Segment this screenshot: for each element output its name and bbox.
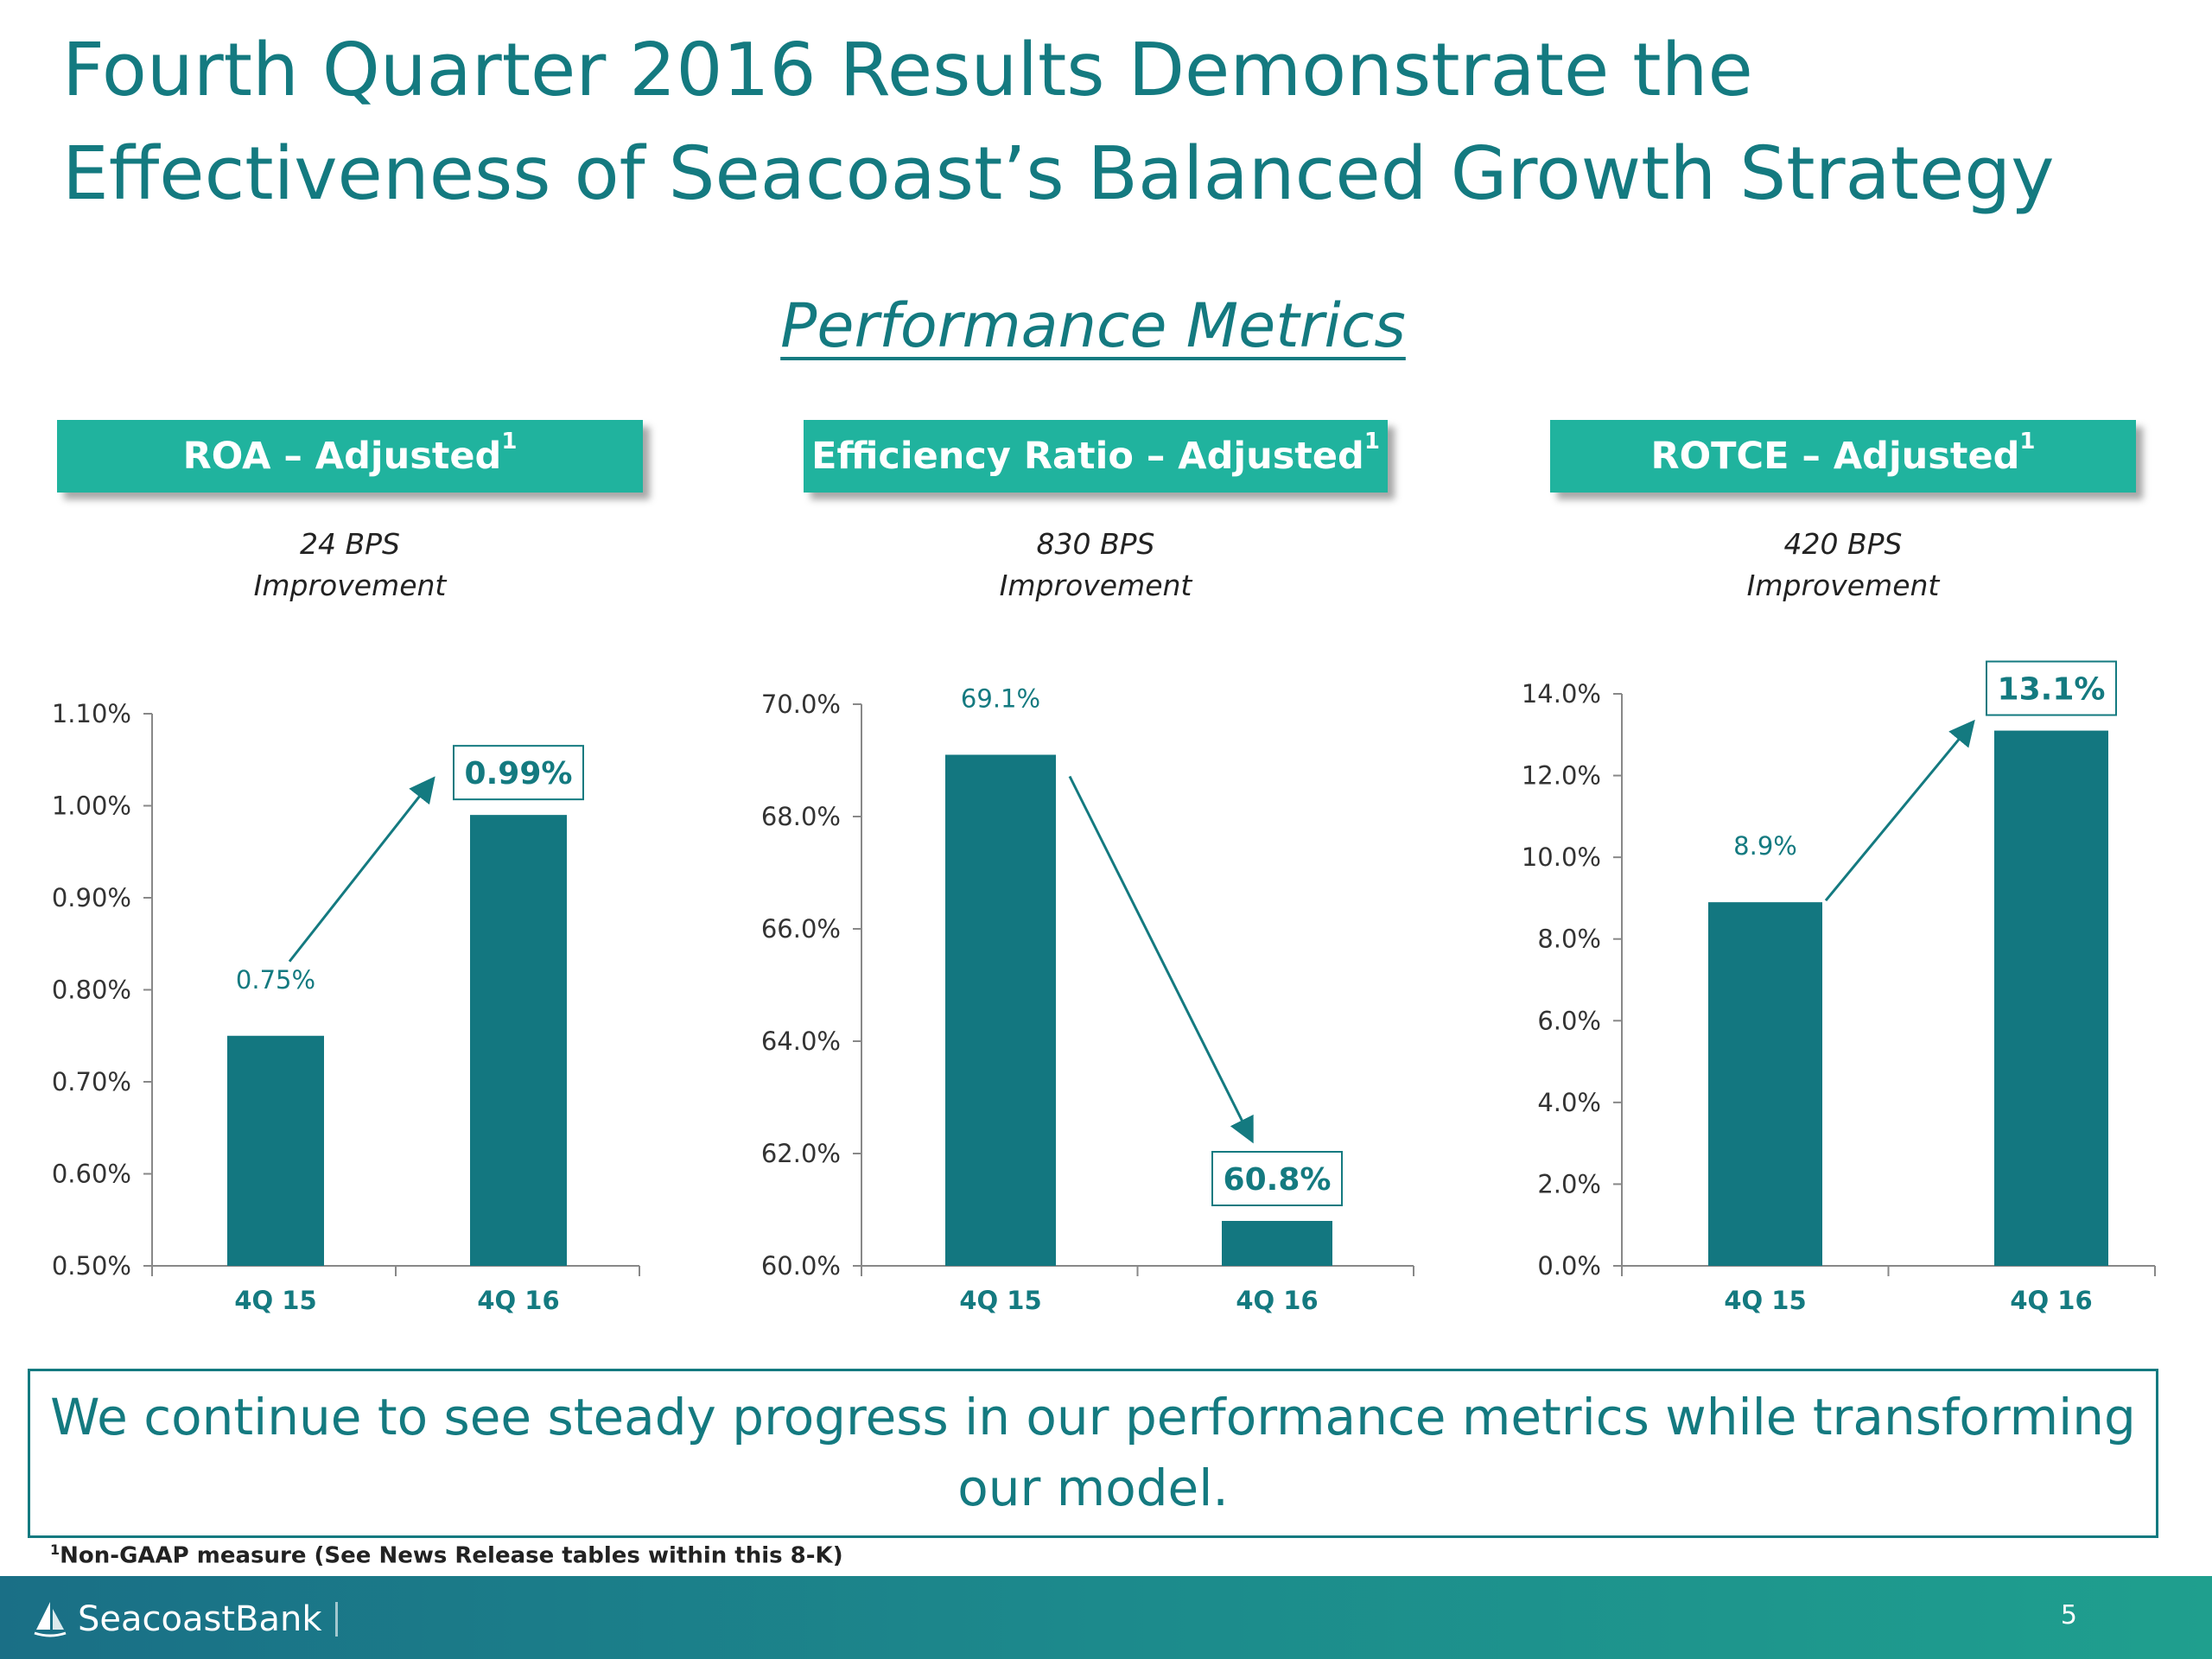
- bar: [1222, 1221, 1332, 1266]
- y-tick-label: 64.0%: [761, 1027, 841, 1056]
- y-tick-label: 0.60%: [52, 1160, 131, 1189]
- x-tick-label: 4Q 15: [234, 1286, 316, 1315]
- improvement-word: Improvement: [1746, 569, 1940, 602]
- trend-arrow: [288, 776, 435, 963]
- data-label: 60.8%: [1224, 1162, 1332, 1198]
- logo-text: SeacoastBank: [78, 1599, 322, 1639]
- data-label-box: [453, 745, 584, 801]
- panel-header-sup: 1: [1363, 429, 1380, 454]
- bar-charts: 0.50% 0.60% 0.70% 0.80% 0.90% 1.00% 1.10% 4Q 15…: [52, 660, 2156, 1315]
- improvement-amount: 420 BPS: [1783, 527, 1903, 561]
- y-tick-label: 14.0%: [1522, 679, 1601, 709]
- y-tick-label: 0.0%: [1537, 1251, 1601, 1281]
- data-label: 0.99%: [465, 756, 573, 791]
- y-tick-label: 1.00%: [52, 791, 131, 821]
- improvement-note-efficiency: 830 BPS Improvement: [923, 524, 1268, 607]
- panel-header-label: ROA – Adjusted: [182, 435, 502, 478]
- footnote: 1Non-GAAP measure (See News Release tabl…: [50, 1541, 843, 1569]
- improvement-word: Improvement: [999, 569, 1192, 602]
- improvement-note-rotce: 420 BPS Improvement: [1670, 524, 2016, 607]
- bar: [1708, 902, 1822, 1266]
- logo-divider: [335, 1602, 339, 1637]
- y-tick-label: 6.0%: [1537, 1006, 1601, 1035]
- section-subtitle: Performance Metrics: [0, 290, 2186, 361]
- y-tick-label: 68.0%: [761, 802, 841, 831]
- sailboat-icon: [34, 1602, 67, 1637]
- data-label: 8.9%: [1733, 831, 1797, 861]
- y-tick-label: 0.70%: [52, 1067, 131, 1096]
- improvement-amount: 830 BPS: [1036, 527, 1155, 561]
- y-tick-label: 10.0%: [1522, 842, 1601, 872]
- panel-header-rotce: ROTCE – Adjusted1: [1550, 420, 2136, 493]
- improvement-note-roa: 24 BPS Improvement: [177, 524, 523, 607]
- y-tick-label: 8.0%: [1537, 925, 1601, 954]
- data-label: 69.1%: [961, 684, 1040, 714]
- y-tick-label: 12.0%: [1522, 761, 1601, 791]
- panel-header-efficiency: Efficiency Ratio – Adjusted1: [804, 420, 1388, 493]
- y-tick-label: 2.0%: [1537, 1169, 1601, 1198]
- panel-header-roa: ROA – Adjusted1: [57, 420, 643, 493]
- bar: [470, 815, 567, 1266]
- y-tick-label: 70.0%: [761, 690, 841, 719]
- x-tick-label: 4Q 16: [2010, 1286, 2092, 1315]
- x-tick-label: 4Q 15: [1724, 1286, 1806, 1315]
- y-tick-label: 62.0%: [761, 1139, 841, 1168]
- subtitle-text: Performance Metrics: [780, 290, 1406, 361]
- bar: [945, 754, 1056, 1266]
- bar: [1994, 730, 2108, 1266]
- panel-header-sup: 1: [2019, 429, 2036, 454]
- y-tick-label: 60.0%: [761, 1251, 841, 1281]
- x-tick-label: 4Q 16: [477, 1286, 559, 1315]
- slide-title: Fourth Quarter 2016 Results Demonstrate …: [62, 28, 2055, 217]
- y-tick-label: 1.10%: [52, 699, 131, 728]
- footer-bar: SeacoastBank 5: [0, 1576, 2212, 1659]
- callout-text: We continue to see steady progress in ou…: [50, 1388, 2136, 1517]
- bar: [227, 1035, 324, 1266]
- y-tick-label: 4.0%: [1537, 1088, 1601, 1117]
- improvement-word: Improvement: [253, 569, 447, 602]
- trend-arrow: [1824, 719, 1975, 902]
- y-tick-label: 0.80%: [52, 976, 131, 1005]
- x-tick-label: 4Q 15: [959, 1286, 1041, 1315]
- footnote-text: Non-GAAP measure (See News Release table…: [60, 1542, 843, 1569]
- page-number: 5: [2060, 1600, 2077, 1630]
- y-tick-label: 66.0%: [761, 914, 841, 944]
- y-tick-label: 0.90%: [52, 883, 131, 912]
- data-label: 13.1%: [1998, 672, 2106, 708]
- panel-header-sup: 1: [501, 429, 518, 454]
- data-label-box: [1211, 1151, 1343, 1206]
- x-tick-label: 4Q 16: [1236, 1286, 1318, 1315]
- panel-header-label: Efficiency Ratio – Adjusted: [811, 435, 1364, 478]
- improvement-amount: 24 BPS: [300, 527, 400, 561]
- y-tick-label: 0.50%: [52, 1251, 131, 1281]
- callout-box: We continue to see steady progress in ou…: [28, 1369, 2158, 1538]
- bank-logo: SeacoastBank: [31, 1595, 339, 1643]
- data-label: 0.75%: [236, 965, 315, 995]
- footnote-marker: 1: [50, 1541, 60, 1558]
- trend-arrow: [1068, 775, 1254, 1144]
- panel-header-label: ROTCE – Adjusted: [1650, 435, 2020, 478]
- data-label-box: [1986, 660, 2117, 716]
